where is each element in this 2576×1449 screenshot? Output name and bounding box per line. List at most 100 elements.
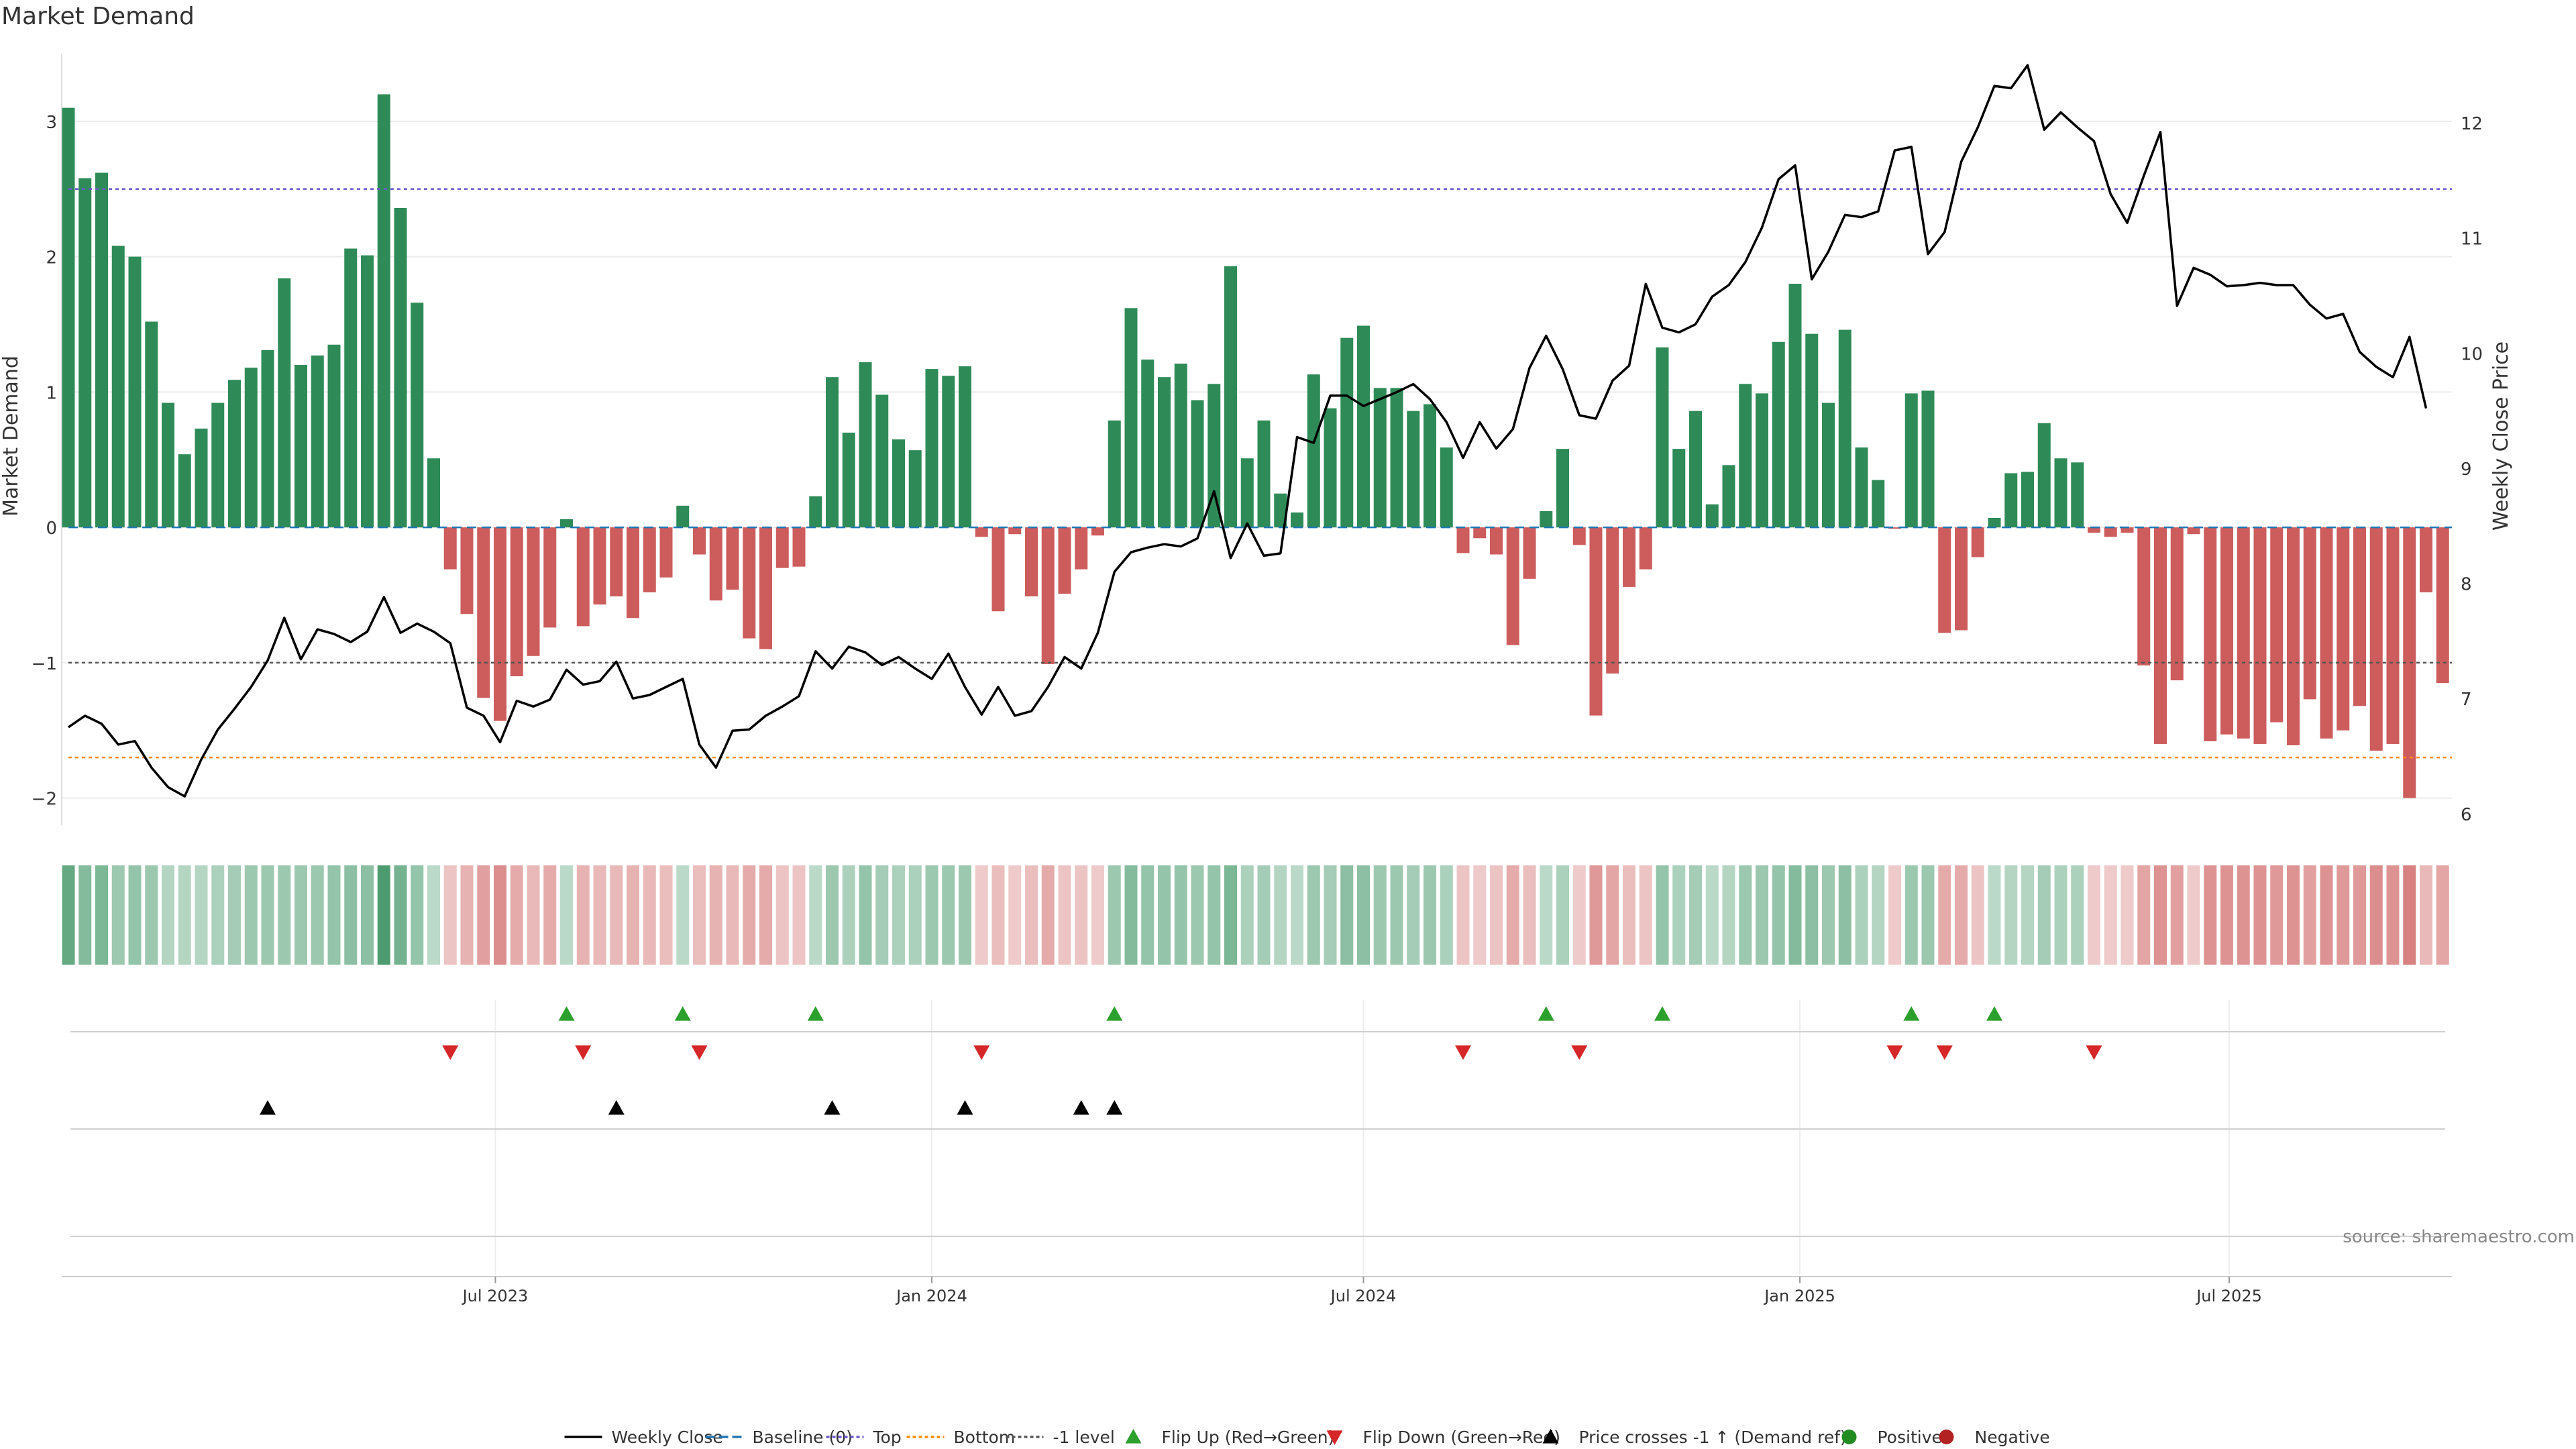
ribbon-cell-positive <box>1904 865 1918 965</box>
flip-up-marker <box>674 1006 691 1021</box>
ribbon-cell-positive <box>1274 865 1287 965</box>
legend-label: -1 level <box>1053 1428 1115 1447</box>
ribbon-cell-positive <box>1788 865 1802 965</box>
demand-bar-positive <box>2054 458 2068 528</box>
ribbon-cell-positive <box>1440 865 1453 965</box>
ribbon-cell-negative <box>510 865 523 965</box>
y-left-tick-label: −1 <box>32 654 57 674</box>
demand-bar-negative <box>2337 527 2350 731</box>
ribbon-cell-positive <box>377 865 390 965</box>
demand-bar-negative <box>1971 527 1984 557</box>
ribbon-cell-positive <box>411 865 424 965</box>
demand-bar-negative <box>610 527 623 597</box>
demand-bar-positive <box>826 377 839 528</box>
ribbon-cell-negative <box>693 865 706 965</box>
ribbon-cell-negative <box>2320 865 2333 965</box>
flip-down-marker <box>691 1045 708 1060</box>
demand-bar-positive <box>875 394 889 528</box>
ribbon-cell-negative <box>2303 865 2316 965</box>
demand-bar-negative <box>1075 527 1088 570</box>
price-cross-marker <box>957 1100 973 1115</box>
ribbon-cell-positive <box>1141 865 1155 965</box>
demand-bar-positive <box>1373 388 1387 528</box>
legend-swatch-triangle-up <box>1542 1429 1559 1444</box>
demand-bar-negative <box>1008 527 1022 535</box>
flip-up-marker <box>807 1006 824 1021</box>
demand-bar-positive <box>1191 400 1204 528</box>
ribbon-cell-negative <box>2104 865 2117 965</box>
legend-label: Baseline (0) <box>753 1428 853 1447</box>
ribbon-cell-negative <box>1938 865 1951 965</box>
ribbon-cell-positive <box>2071 865 2084 965</box>
demand-bar-positive <box>1756 393 1768 528</box>
demand-bar-positive <box>908 450 922 528</box>
demand-bar-positive <box>62 107 75 528</box>
demand-bar-positive <box>78 178 92 528</box>
ribbon-cell-negative <box>2088 865 2100 965</box>
demand-bar-positive <box>211 402 225 528</box>
demand-bar-negative <box>709 527 722 601</box>
demand-bar-negative <box>1589 527 1603 716</box>
ribbon-cell-negative <box>2436 865 2449 965</box>
ribbon-cell-negative <box>2353 865 2366 965</box>
ribbon-cell-positive <box>908 865 922 965</box>
demand-bar-negative <box>543 527 557 628</box>
demand-bar-positive <box>1556 449 1569 528</box>
ribbon-cell-positive <box>62 865 75 965</box>
demand-bar-positive <box>1357 325 1370 528</box>
ribbon-cell-negative <box>2386 865 2400 965</box>
demand-bar-positive <box>294 365 307 528</box>
flip-down-marker <box>973 1045 990 1060</box>
demand-bar-negative <box>2170 527 2184 681</box>
ribbon-cell-positive <box>1921 865 1935 965</box>
ribbon-cell-negative <box>726 865 739 965</box>
ribbon-cell-positive <box>1756 865 1768 965</box>
ribbon-cell-positive <box>1855 865 1868 965</box>
demand-bar-positive <box>1838 329 1851 528</box>
ribbon-cell-positive <box>1324 865 1337 965</box>
demand-bar-negative <box>1639 527 1652 570</box>
demand-bar-positive <box>1257 420 1271 528</box>
ribbon-cell-positive <box>1208 865 1221 965</box>
ribbon-cell-positive <box>676 865 690 965</box>
demand-bar-positive <box>1340 337 1354 528</box>
demand-bar-positive <box>411 303 424 528</box>
y-right-tick-label: 6 <box>2461 805 2472 825</box>
demand-bar-positive <box>1424 404 1436 528</box>
demand-bar-negative <box>2270 527 2284 722</box>
demand-bar-positive <box>1988 518 2001 528</box>
ribbon-cell-negative <box>443 865 457 965</box>
ribbon-cell-negative <box>460 865 474 965</box>
ribbon-cell-positive <box>842 865 855 965</box>
demand-bar-positive <box>1407 411 1420 528</box>
demand-bar-positive <box>959 366 971 528</box>
ribbon-cell-positive <box>2054 865 2068 965</box>
y-left-axis-label: Market Demand <box>0 356 23 517</box>
weekly-close-line <box>68 64 2428 798</box>
ribbon-cell-negative <box>2220 865 2233 965</box>
ribbon-cell-negative <box>2270 865 2284 965</box>
ribbon-cell-positive <box>1805 865 1819 965</box>
demand-bar-negative <box>1091 527 1104 536</box>
ribbon-cell-negative <box>593 865 606 965</box>
demand-bar-negative <box>1490 527 1503 555</box>
ribbon-cell-positive <box>1772 865 1785 965</box>
ribbon-cell-positive <box>1240 865 1254 965</box>
ribbon-cell-positive <box>892 865 905 965</box>
x-tick-label: Jul 2023 <box>462 1287 529 1305</box>
ribbon-cell-negative <box>1041 865 1055 965</box>
demand-bar-positive <box>244 368 258 528</box>
demand-bar-negative <box>2253 527 2267 744</box>
demand-bar-negative <box>1456 527 1470 553</box>
x-tick-label: Jul 2024 <box>1330 1287 1397 1305</box>
demand-bar-negative <box>2088 527 2100 533</box>
ribbon-cell-positive <box>1556 865 1569 965</box>
ribbon-cell-positive <box>1174 865 1187 965</box>
demand-bar-positive <box>195 428 208 528</box>
legend-swatch-dot <box>1841 1430 1857 1444</box>
demand-bar-negative <box>2121 527 2134 533</box>
y-left-tick-label: 1 <box>46 383 57 403</box>
legend-swatch-triangle-up <box>1125 1429 1142 1444</box>
demand-bar-negative <box>1473 527 1487 539</box>
demand-bar-negative <box>743 527 756 639</box>
